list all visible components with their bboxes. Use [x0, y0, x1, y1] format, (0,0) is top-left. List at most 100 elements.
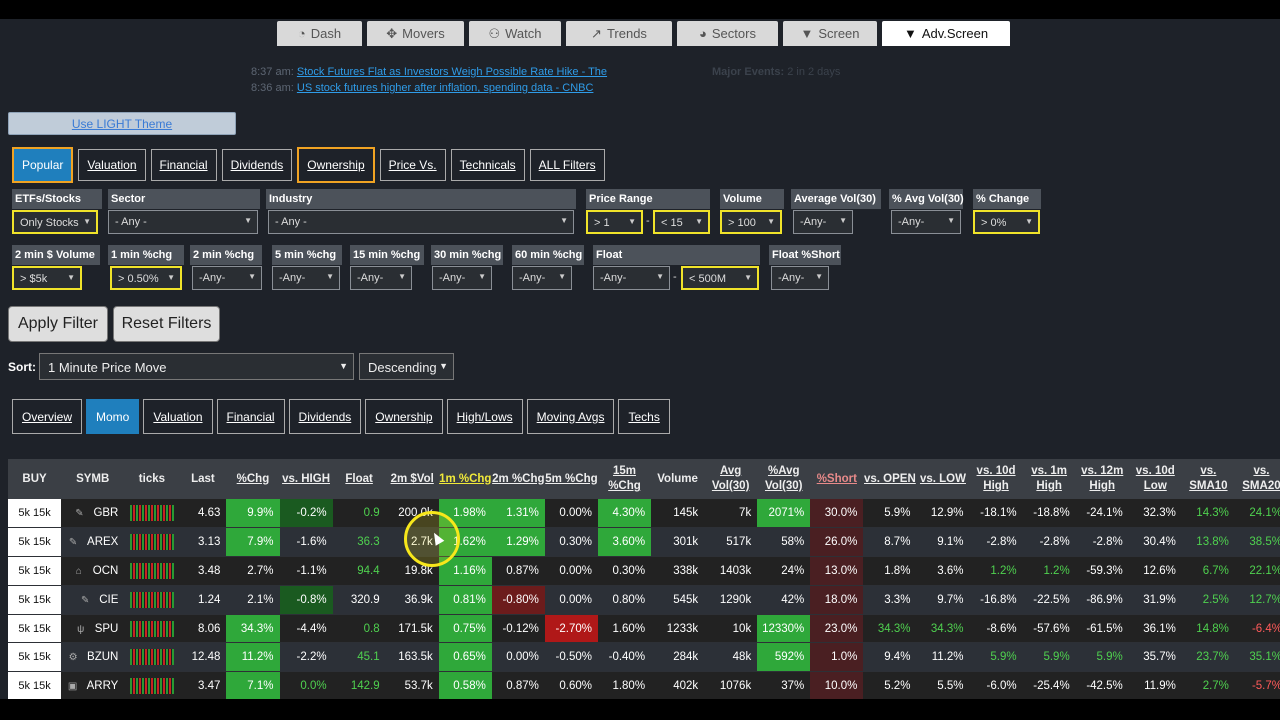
light-theme-button[interactable]: Use LIGHT Theme — [8, 112, 236, 135]
filter-tab-price-vs[interactable]: Price Vs. — [379, 149, 446, 181]
news-link[interactable]: Stock Futures Flat as Investors Weigh Po… — [296, 66, 608, 78]
tab-sectors[interactable]: ◕ Sectors — [677, 21, 778, 46]
range-separator: - — [673, 271, 677, 283]
etfs-stocks-select[interactable]: Only Stocks ▼ — [12, 210, 98, 234]
filter-tab-ownership[interactable]: Ownership — [297, 147, 375, 183]
tab-screen[interactable]: ▼ Screen — [783, 21, 877, 46]
apply-filter-button[interactable]: Apply Filter — [8, 306, 108, 342]
column-header[interactable]: vs. LOW — [916, 459, 970, 499]
five-min-chg-select[interactable]: -Any- ▼ — [272, 266, 340, 290]
table-row[interactable]: 5k 15k ψ SPU 8.06 34.3% -4.4% 0.8 171.5k 0.75% -0… — [8, 614, 1280, 644]
filter-tab-popular[interactable]: Popular — [12, 147, 74, 183]
float-min-select[interactable]: -Any- ▼ — [593, 266, 670, 290]
view-tab-financial[interactable]: Financial — [216, 399, 285, 434]
tab-dash[interactable]: ◔ Dash — [277, 21, 362, 46]
filter-tab-all[interactable]: ALL Filters — [529, 149, 605, 181]
sort-field-select[interactable]: 1 Minute Price Move ▼ — [39, 353, 354, 380]
sixty-min-chg-select[interactable]: -Any- ▼ — [512, 266, 572, 290]
column-header[interactable]: vs. 12m High — [1075, 459, 1129, 499]
fifteen-min-chg-select[interactable]: -Any- ▼ — [350, 266, 412, 290]
filter-tab-dividends[interactable]: Dividends — [221, 149, 293, 181]
table-row[interactable]: 5k 15k ✎ CIE 1.24 2.1% -0.8% 320.9 36.9k 0.81% -0… — [8, 585, 1280, 615]
sort-order-select[interactable]: Descending ▼ — [359, 353, 454, 380]
chevron-down-icon: ▼ — [339, 361, 348, 371]
buy-cell[interactable]: 5k 15k — [8, 499, 62, 529]
buy-cell[interactable]: 5k 15k — [8, 556, 62, 586]
view-tab-dividends[interactable]: Dividends — [288, 399, 362, 434]
table-row[interactable]: 5k 15k ✎ AREX 3.13 7.9% -1.6% 36.3 2.7k 1.62% 1.2… — [8, 527, 1280, 558]
symbol-text[interactable]: ARRY — [86, 680, 119, 693]
column-header[interactable]: Last — [179, 459, 227, 499]
column-header[interactable]: vs. 10d High — [969, 459, 1023, 499]
tab-movers[interactable]: ✥ Movers — [367, 21, 464, 46]
table-row[interactable]: 5k 15k ⌂ OCN 3.48 2.7% -1.1% 94.4 19.8k 1.16% 0.8… — [8, 556, 1280, 586]
price-max-select[interactable]: < 15 ▼ — [653, 210, 710, 234]
column-header[interactable]: Avg Vol(30) — [704, 459, 758, 499]
news-link[interactable]: US stock futures higher after inflation,… — [296, 82, 594, 94]
column-header[interactable]: %Avg Vol(30) — [757, 459, 811, 499]
sparkline-chart — [129, 534, 174, 551]
view-tab-overview[interactable]: Overview — [12, 399, 83, 434]
column-header[interactable]: %Chg — [226, 459, 280, 499]
two-min-chg-select[interactable]: -Any- ▼ — [192, 266, 262, 290]
column-header[interactable]: 2m $Vol — [385, 459, 439, 499]
tab-watch[interactable]: ⚇ Watch — [469, 21, 561, 46]
filter-tab-technicals[interactable]: Technicals — [450, 149, 525, 181]
view-tab-moving-avgs[interactable]: Moving Avgs — [526, 399, 615, 434]
buy-cell[interactable]: 5k 15k — [8, 671, 62, 699]
thirty-min-chg-select[interactable]: -Any- ▼ — [432, 266, 492, 290]
column-header[interactable]: 1m %Chg — [438, 459, 492, 499]
price-min-select[interactable]: > 1 ▼ — [586, 210, 643, 234]
symbol-text[interactable]: GBR — [93, 507, 119, 520]
column-header[interactable]: 2m %Chg — [491, 459, 545, 499]
column-header[interactable]: vs. HIGH — [279, 459, 333, 499]
table-row[interactable]: 5k 15k ▣ ARRY 3.47 7.1% 0.0% 142.9 53.7k 0.58% 0.… — [8, 671, 1280, 699]
view-tab-momo[interactable]: Momo — [86, 399, 140, 434]
dollar-vol-select[interactable]: > $5k ▼ — [12, 266, 82, 290]
view-tab-techs[interactable]: Techs — [618, 399, 670, 434]
column-header[interactable]: vs. SMA10 — [1181, 459, 1235, 499]
column-header[interactable]: 5m %Chg — [544, 459, 598, 499]
symbol-text[interactable]: OCN — [92, 564, 119, 577]
filter-tab-financial[interactable]: Financial — [150, 149, 217, 181]
symbol-cell: ▣ ARRY — [61, 671, 125, 699]
symbol-text[interactable]: AREX — [87, 536, 119, 549]
symbol-text[interactable]: SPU — [94, 622, 119, 635]
buy-cell[interactable]: 5k 15k — [8, 585, 62, 615]
view-tab-valuation[interactable]: Valuation — [143, 399, 213, 434]
buy-cell[interactable]: 5k 15k — [8, 642, 62, 673]
column-header[interactable]: Float — [332, 459, 386, 499]
pct-avg-vol-select[interactable]: -Any- ▼ — [891, 210, 961, 234]
volume-select[interactable]: > 100 ▼ — [720, 210, 782, 234]
buy-cell[interactable]: 5k 15k — [8, 527, 62, 558]
reset-filters-button[interactable]: Reset Filters — [113, 306, 220, 342]
float-short-select[interactable]: -Any- ▼ — [771, 266, 829, 290]
float-max-select[interactable]: < 500M ▼ — [681, 266, 759, 290]
column-header[interactable]: 15m %Chg — [597, 459, 652, 499]
symbol-text[interactable]: CIE — [99, 593, 119, 606]
avg-vol-select[interactable]: -Any- ▼ — [793, 210, 853, 234]
industry-select[interactable]: - Any - ▼ — [268, 210, 574, 234]
tab-adv-screen[interactable]: ▼ Adv.Screen — [882, 21, 1010, 46]
column-header[interactable]: vs. 10d Low — [1128, 459, 1182, 499]
table-cell: 12.6% — [1128, 556, 1182, 586]
one-min-chg-select[interactable]: > 0.50% ▼ — [110, 266, 182, 290]
view-tab-ownership[interactable]: Ownership — [365, 399, 443, 434]
column-header[interactable]: Volume — [651, 459, 705, 499]
column-header[interactable]: vs. OPEN — [863, 459, 917, 499]
column-header[interactable]: vs. SMA20 — [1234, 459, 1280, 499]
symbol-text[interactable]: BZUN — [87, 651, 119, 664]
sector-select[interactable]: - Any - ▼ — [108, 210, 258, 234]
symbol-cell: ✎ GBR — [61, 499, 125, 529]
table-row[interactable]: 5k 15k ✎ GBR 4.63 9.9% -0.2% 0.9 200.0k 1.98% 1.3… — [8, 499, 1280, 529]
view-tab-high-lows[interactable]: High/Lows — [446, 399, 523, 434]
table-row[interactable]: 5k 15k ⚙ BZUN 12.48 11.2% -2.2% 45.1 163.5k 0.65… — [8, 642, 1280, 673]
major-events: Major Events: 2 in 2 days — [712, 66, 841, 78]
filter-tab-valuation[interactable]: Valuation — [78, 149, 146, 181]
tab-trends[interactable]: ↗ Trends — [566, 21, 672, 46]
pct-change-select[interactable]: > 0% ▼ — [973, 210, 1040, 234]
table-cell: 2.5% — [1181, 585, 1235, 615]
column-header[interactable]: %Short — [810, 459, 864, 499]
column-header[interactable]: vs. 1m High — [1022, 459, 1076, 499]
buy-cell[interactable]: 5k 15k — [8, 614, 62, 644]
